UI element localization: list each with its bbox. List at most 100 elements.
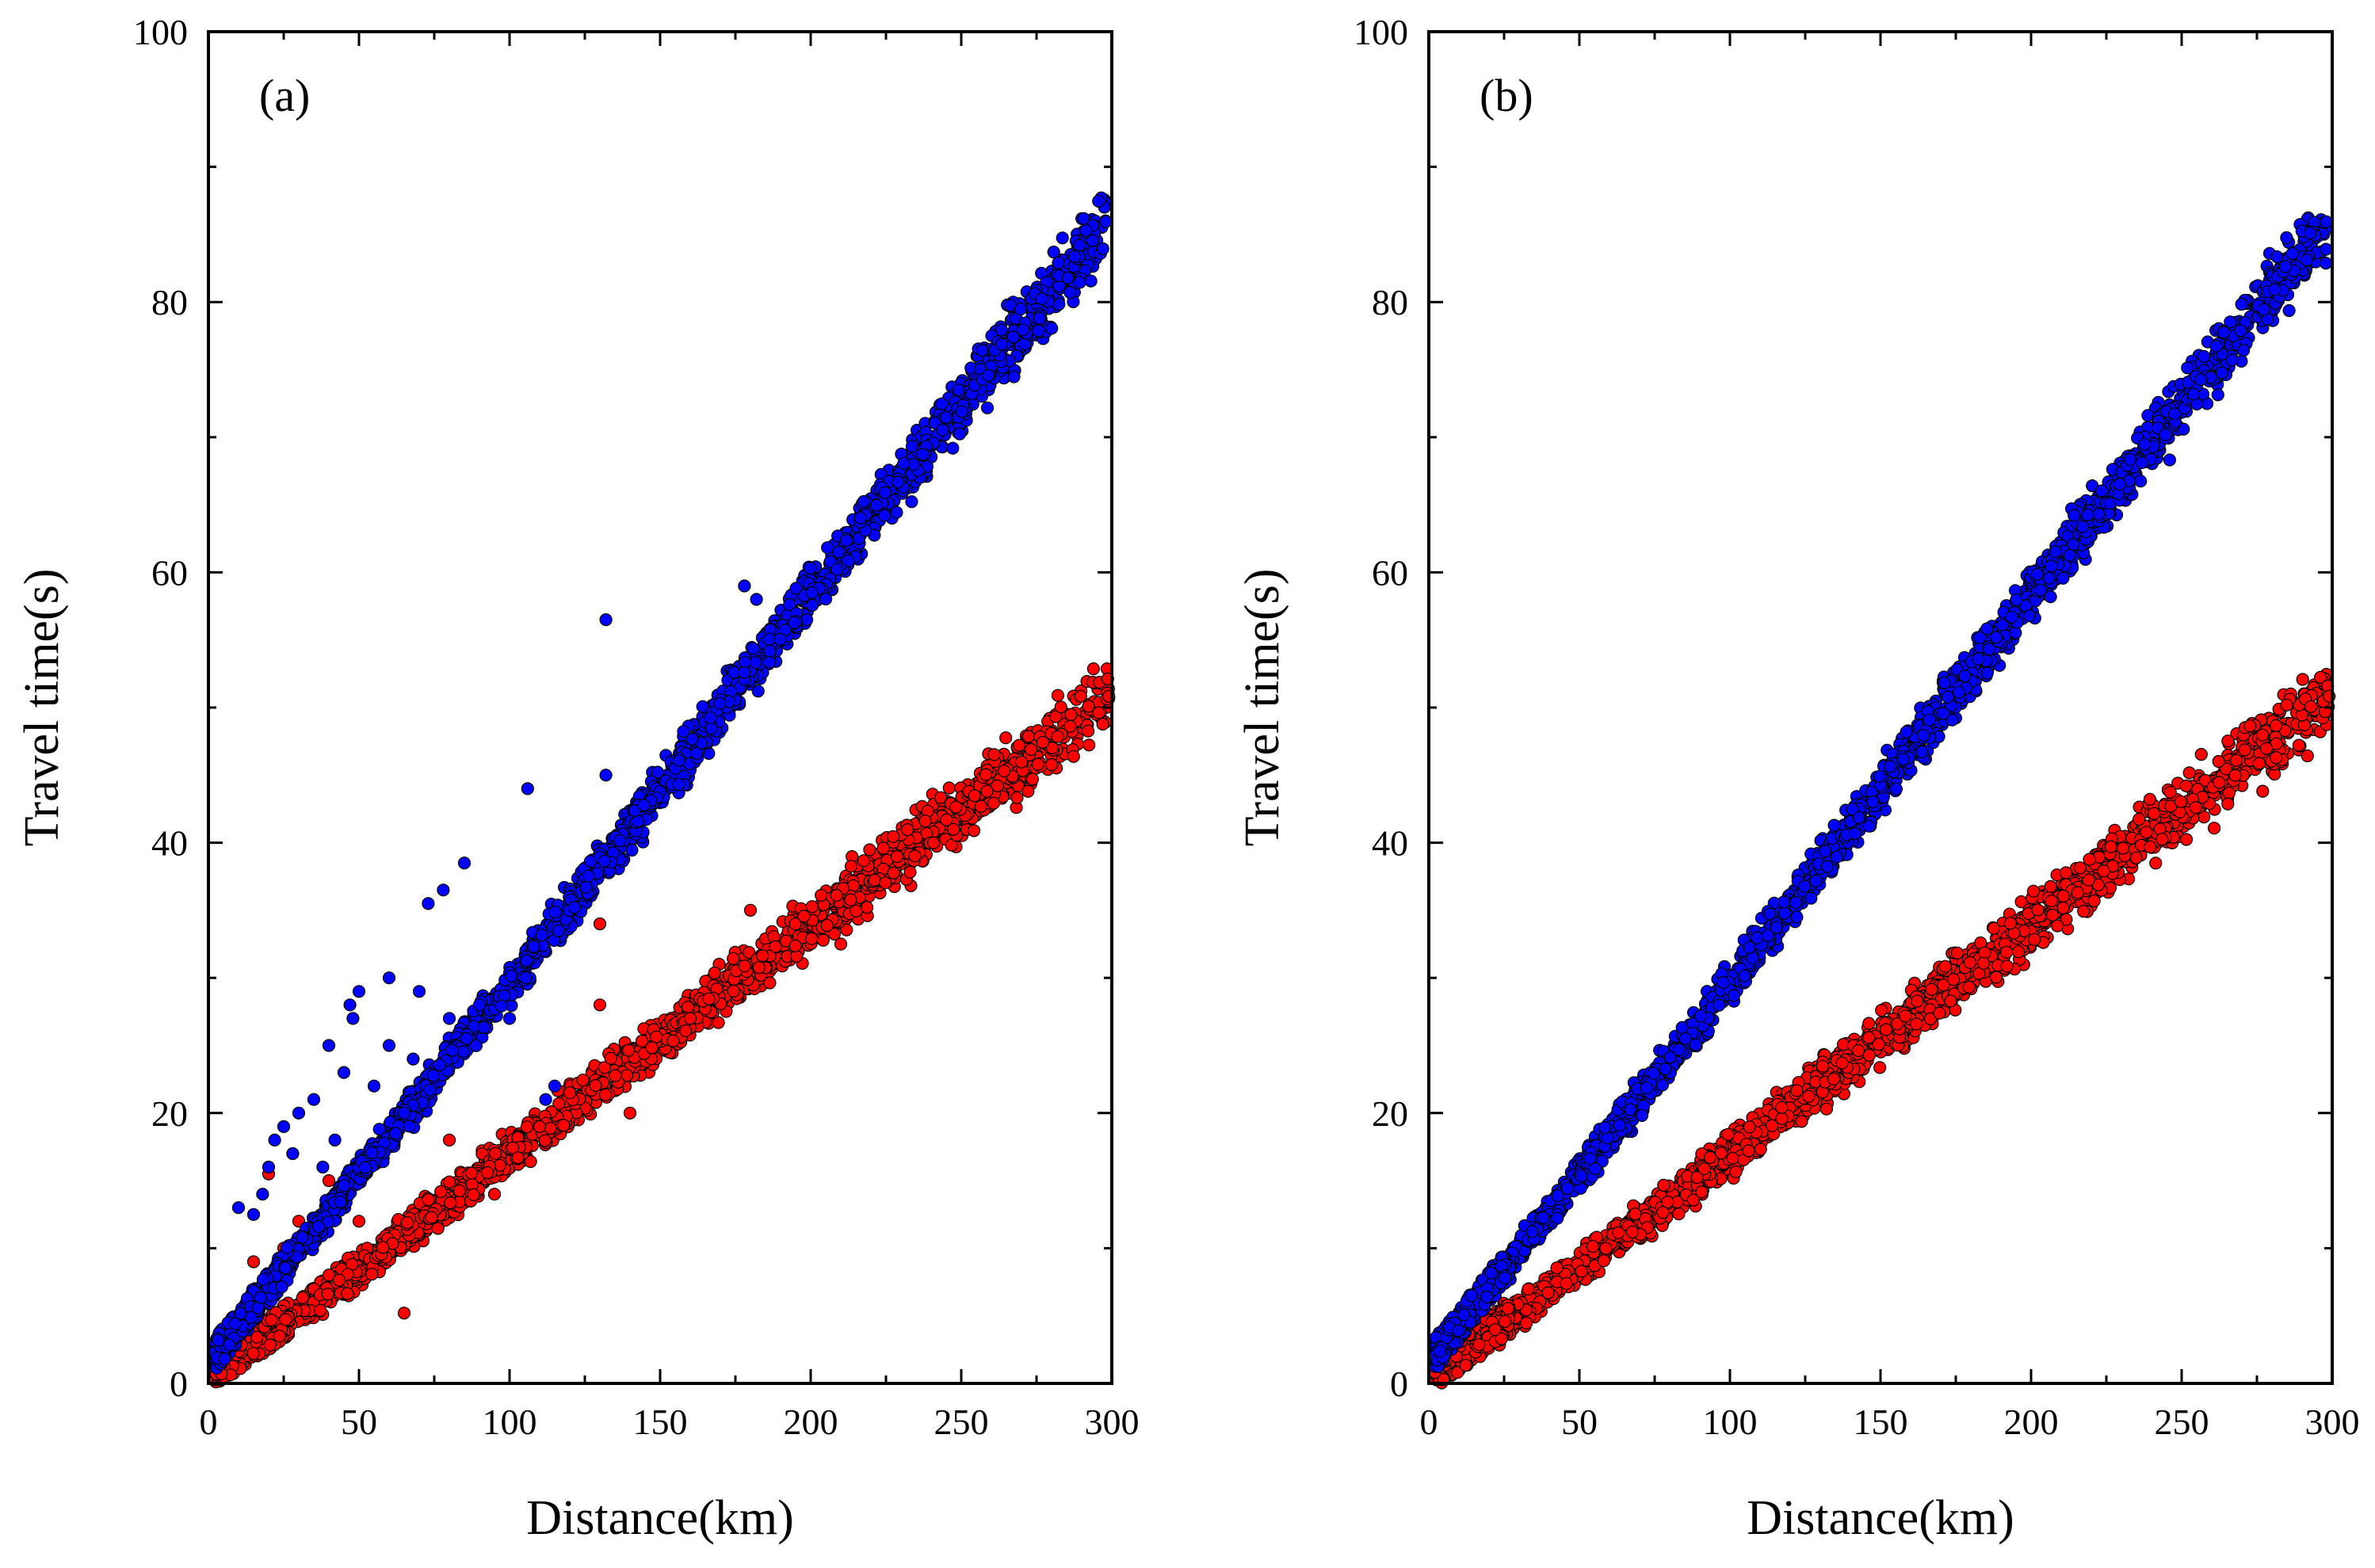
data-point-outlier [437, 883, 450, 897]
data-point [788, 939, 802, 953]
data-point [1047, 246, 1060, 259]
data-point [839, 533, 853, 547]
x-tick-label: 300 [1085, 1402, 1140, 1442]
data-point [820, 918, 834, 933]
data-point [314, 1303, 327, 1318]
data-point [999, 731, 1013, 745]
data-point [544, 1121, 557, 1135]
data-point [746, 642, 760, 655]
scatter-points [208, 191, 1116, 1389]
data-point [853, 511, 868, 525]
data-point [987, 748, 1001, 761]
data-point [444, 1196, 457, 1210]
data-point [582, 869, 595, 883]
data-point [901, 822, 914, 837]
data-point [769, 940, 782, 953]
data-point [556, 1119, 571, 1132]
x-tick-label: 100 [483, 1402, 537, 1442]
data-point [773, 632, 787, 647]
data-point-outlier [367, 1079, 381, 1093]
data-point [296, 1230, 309, 1244]
data-point [850, 904, 863, 918]
data-point [762, 632, 777, 646]
data-point [908, 849, 922, 863]
data-point [1045, 322, 1059, 335]
data-point [1010, 791, 1024, 804]
data-point [538, 1134, 552, 1147]
data-point [1052, 256, 1065, 269]
data-point [263, 1338, 277, 1352]
data-point [1044, 757, 1059, 772]
y-axis-title: Travel time(s) [15, 569, 69, 847]
data-point [1024, 742, 1038, 757]
y-tick-label: 40 [151, 823, 188, 864]
data-point-outlier [268, 1133, 281, 1147]
data-point [738, 959, 751, 973]
data-point-outlier [487, 1188, 502, 1201]
data-point [857, 494, 871, 509]
data-point [1051, 689, 1065, 702]
data-point [567, 900, 581, 914]
data-point [535, 929, 548, 942]
x-axis-title: Distance(km) [526, 1491, 793, 1545]
data-point-outlier [337, 1066, 351, 1079]
x-tick-label: 200 [784, 1402, 838, 1442]
data-point-outlier [422, 897, 435, 910]
data-point-outlier [256, 1188, 269, 1201]
data-point [863, 843, 876, 856]
data-point-outlier [231, 1201, 246, 1215]
data-point [897, 456, 911, 470]
data-point [886, 830, 900, 844]
data-point [939, 410, 953, 425]
data-point [952, 383, 966, 397]
data-point [1061, 271, 1075, 284]
data-point [804, 561, 817, 575]
data-point [1064, 708, 1078, 722]
data-point [752, 960, 766, 975]
data-point-outlier [316, 1160, 330, 1174]
data-point-outlier [382, 1039, 396, 1052]
data-point-outlier [563, 1086, 577, 1100]
data-point [876, 841, 890, 855]
data-point [892, 475, 905, 489]
data-point [713, 696, 727, 710]
data-point [1096, 717, 1109, 731]
data-point [868, 873, 881, 887]
panel-a: 0 50 100 150 200 250 300020406080100Distance(k… [15, 12, 1140, 1545]
data-point [228, 1317, 242, 1330]
data-point [704, 711, 717, 724]
data-point [423, 1083, 437, 1097]
data-point [679, 1024, 693, 1038]
y-tick-label: 80 [151, 282, 188, 322]
data-point [827, 927, 842, 941]
data-point-outlier [743, 903, 758, 918]
x-tick-label: 150 [633, 1402, 688, 1442]
data-point [212, 1333, 225, 1347]
data-point-outlier [343, 998, 357, 1012]
data-point-outlier [548, 1079, 562, 1093]
data-point [254, 1291, 267, 1304]
data-point [1014, 755, 1029, 769]
data-point [520, 954, 533, 967]
data-point [890, 849, 904, 864]
data-point [696, 700, 709, 713]
data-point-outlier [442, 1012, 456, 1025]
panel-tag: (a) [259, 70, 310, 121]
data-point-outlier [286, 1146, 300, 1161]
data-point [749, 655, 762, 670]
data-point [604, 1051, 617, 1065]
data-point [763, 976, 777, 990]
data-point [762, 655, 777, 669]
data-point-outlier [442, 1133, 456, 1147]
data-point [1018, 338, 1032, 351]
data-point [1086, 662, 1101, 676]
data-point-outlier [521, 782, 534, 795]
data-point [1092, 194, 1105, 208]
data-point [341, 1287, 354, 1300]
data-point [1084, 274, 1098, 288]
data-point [279, 1313, 292, 1326]
data-point [589, 1078, 602, 1093]
data-point [918, 815, 932, 828]
data-point [1073, 238, 1086, 252]
